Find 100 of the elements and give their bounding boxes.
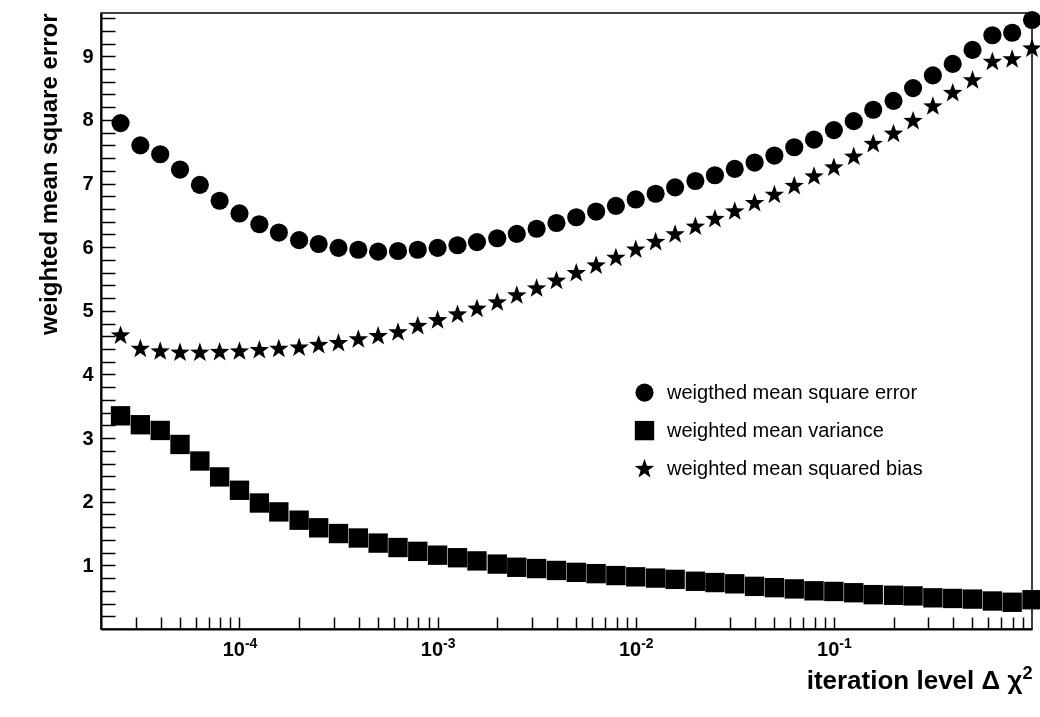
point <box>804 581 824 601</box>
point <box>368 326 388 345</box>
point <box>467 233 487 252</box>
point <box>290 231 309 250</box>
point <box>686 171 705 191</box>
point <box>824 157 844 176</box>
point <box>705 208 725 228</box>
x-tick-label: 10$^{-2}$ <box>618 634 654 660</box>
point <box>428 238 447 257</box>
point <box>507 285 527 304</box>
x-tick-label: 10$^{-3}$ <box>420 634 456 660</box>
point <box>626 567 646 587</box>
point <box>369 242 388 261</box>
point <box>567 208 586 227</box>
point <box>942 82 963 102</box>
point <box>626 239 646 259</box>
point <box>1003 23 1022 42</box>
point <box>1022 38 1040 57</box>
y-tick-label: 6 <box>82 235 94 258</box>
point <box>328 333 349 352</box>
point <box>547 213 566 233</box>
point <box>250 215 269 234</box>
point <box>804 130 824 149</box>
point <box>705 166 725 185</box>
point <box>526 558 547 579</box>
point <box>130 415 151 435</box>
point <box>448 236 467 255</box>
point <box>249 493 270 513</box>
point <box>110 406 131 426</box>
point <box>488 229 507 248</box>
point <box>308 334 329 354</box>
point <box>388 241 408 261</box>
point <box>111 114 130 133</box>
point <box>229 341 250 360</box>
point <box>566 263 587 282</box>
point <box>329 238 348 257</box>
point <box>289 510 309 530</box>
point <box>606 247 626 267</box>
point <box>903 79 923 98</box>
y-tick-label: 8 <box>82 108 94 131</box>
point <box>962 70 983 89</box>
point <box>804 166 824 185</box>
x-tick-label: 10$^{-4}$ <box>222 634 258 660</box>
point <box>150 420 170 441</box>
point <box>1002 592 1022 612</box>
point <box>864 100 883 119</box>
y-tick-label: 5 <box>82 299 94 322</box>
point <box>844 146 864 166</box>
point <box>903 586 923 606</box>
point <box>526 278 547 297</box>
point <box>745 153 764 172</box>
point <box>587 202 606 221</box>
point <box>349 240 368 259</box>
point <box>962 589 983 609</box>
point <box>348 528 369 548</box>
point <box>427 310 448 329</box>
y-axis-title: weighted mean square error <box>35 13 63 336</box>
point <box>170 160 190 179</box>
point <box>963 40 982 59</box>
point <box>923 66 942 85</box>
point <box>229 480 250 500</box>
point <box>190 175 209 194</box>
point <box>408 240 427 259</box>
point <box>725 574 745 594</box>
point <box>626 190 645 209</box>
point <box>1022 10 1040 30</box>
point <box>487 292 507 311</box>
point <box>725 201 745 220</box>
point <box>1022 590 1040 610</box>
point <box>764 184 785 204</box>
point <box>764 577 785 598</box>
point <box>348 329 369 348</box>
point <box>784 579 804 599</box>
point <box>665 569 685 590</box>
x-axis-title: iteration level Δ χ$^{2}$ <box>806 662 1033 695</box>
legend-label: weigthed mean square error <box>666 380 918 403</box>
point <box>210 191 229 210</box>
point <box>447 548 468 568</box>
point <box>249 340 270 359</box>
point <box>983 26 1002 45</box>
point <box>883 585 904 605</box>
point <box>269 502 289 522</box>
point <box>943 54 962 73</box>
point <box>527 219 546 238</box>
point <box>586 563 606 584</box>
point <box>666 178 685 197</box>
point <box>903 110 923 130</box>
point <box>328 523 349 544</box>
point <box>744 576 765 597</box>
point <box>883 123 904 143</box>
point <box>190 342 210 362</box>
point <box>645 568 666 588</box>
point <box>1002 49 1022 68</box>
point <box>546 270 567 290</box>
point <box>566 562 586 583</box>
point <box>982 591 1003 611</box>
point <box>844 112 863 131</box>
point <box>685 571 706 591</box>
point <box>388 322 408 341</box>
point <box>467 298 487 318</box>
